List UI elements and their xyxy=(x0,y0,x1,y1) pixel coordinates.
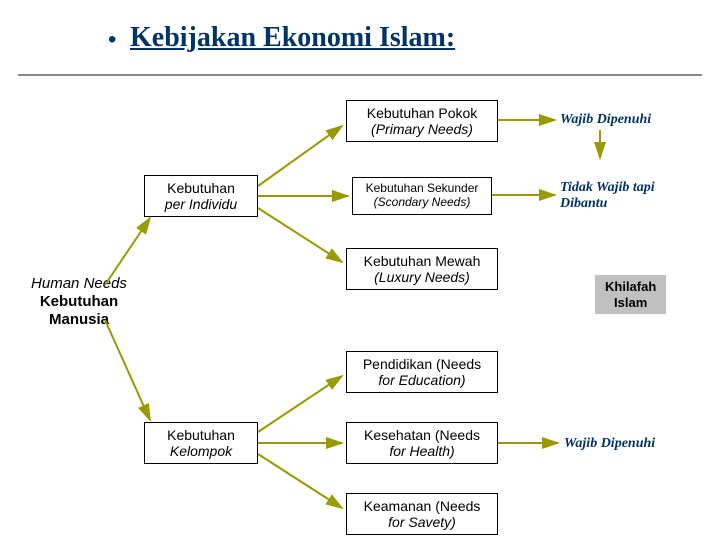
arrow-human-kelompok xyxy=(105,320,150,420)
human-needs-label: Human Needs Kebutuhan Manusia xyxy=(24,275,134,329)
box-primary: Kebutuhan Pokok (Primary Needs) xyxy=(346,100,498,142)
human-needs-en: Human Needs xyxy=(24,275,134,293)
label-tidak-l1: Tidak Wajib tapi xyxy=(560,180,655,195)
label-wajib-1: Wajib Dipenuhi xyxy=(560,112,651,128)
box-primary-l2: (Primary Needs) xyxy=(371,121,473,137)
human-needs-id1: Kebutuhan xyxy=(24,293,134,311)
badge-l1: Khilafah xyxy=(605,279,656,294)
arrow-individu-luxury xyxy=(258,208,342,262)
box-luxury-l1: Kebutuhan Mewah xyxy=(364,253,481,269)
box-individu-l1: Kebutuhan xyxy=(167,180,235,196)
arrow-individu-primary xyxy=(258,126,342,186)
box-primary-l1: Kebutuhan Pokok xyxy=(367,105,478,121)
box-safety: Keamanan (Needs for Savety) xyxy=(346,493,498,535)
box-kelompok-l1: Kebutuhan xyxy=(167,427,235,443)
box-education-l2: for Education) xyxy=(378,372,465,388)
box-luxury: Kebutuhan Mewah (Luxury Needs) xyxy=(346,248,498,290)
box-secondary-l2: (Scondary Needs) xyxy=(374,196,471,210)
box-health-l2: for Health) xyxy=(389,443,454,459)
box-kelompok: Kebutuhan Kelompok xyxy=(144,422,258,464)
arrow-kelompok-education xyxy=(258,376,342,432)
box-individu: Kebutuhan per Individu xyxy=(144,175,258,217)
box-secondary: Kebutuhan Sekunder (Scondary Needs) xyxy=(352,177,492,215)
arrow-kelompok-safety xyxy=(258,454,342,508)
human-needs-id2: Manusia xyxy=(24,311,134,329)
box-luxury-l2: (Luxury Needs) xyxy=(374,269,470,285)
box-safety-l1: Keamanan (Needs xyxy=(364,498,481,514)
title-underline xyxy=(18,74,702,76)
page-title: Kebijakan Ekonomi Islam: xyxy=(130,22,455,54)
label-wajib-2: Wajib Dipenuhi xyxy=(564,436,655,452)
title-bullet: • xyxy=(108,26,116,54)
badge-khilafah: Khilafah Islam xyxy=(595,275,666,314)
box-kelompok-l2: Kelompok xyxy=(170,443,232,459)
label-tidak-l2: Dibantu xyxy=(560,196,607,211)
badge-l2: Islam xyxy=(614,295,647,310)
box-education-l1: Pendidikan (Needs xyxy=(363,356,481,372)
box-health: Kesehatan (Needs for Health) xyxy=(346,422,498,464)
label-tidak-wajib: Tidak Wajib tapi Dibantu xyxy=(560,180,655,212)
box-education: Pendidikan (Needs for Education) xyxy=(346,351,498,393)
box-health-l1: Kesehatan (Needs xyxy=(364,427,480,443)
box-secondary-l1: Kebutuhan Sekunder xyxy=(366,182,479,196)
box-safety-l2: for Savety) xyxy=(388,514,456,530)
box-individu-l2: per Individu xyxy=(165,196,237,212)
